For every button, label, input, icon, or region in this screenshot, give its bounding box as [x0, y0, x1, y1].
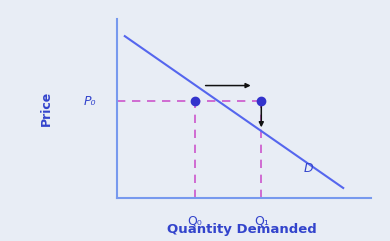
- Text: Price: Price: [40, 91, 53, 126]
- Text: D: D: [303, 162, 313, 175]
- Text: Q₁: Q₁: [254, 214, 269, 228]
- Text: Quantity Demanded: Quantity Demanded: [167, 223, 317, 236]
- Text: P₀: P₀: [83, 95, 96, 108]
- Text: Q₀: Q₀: [188, 214, 202, 228]
